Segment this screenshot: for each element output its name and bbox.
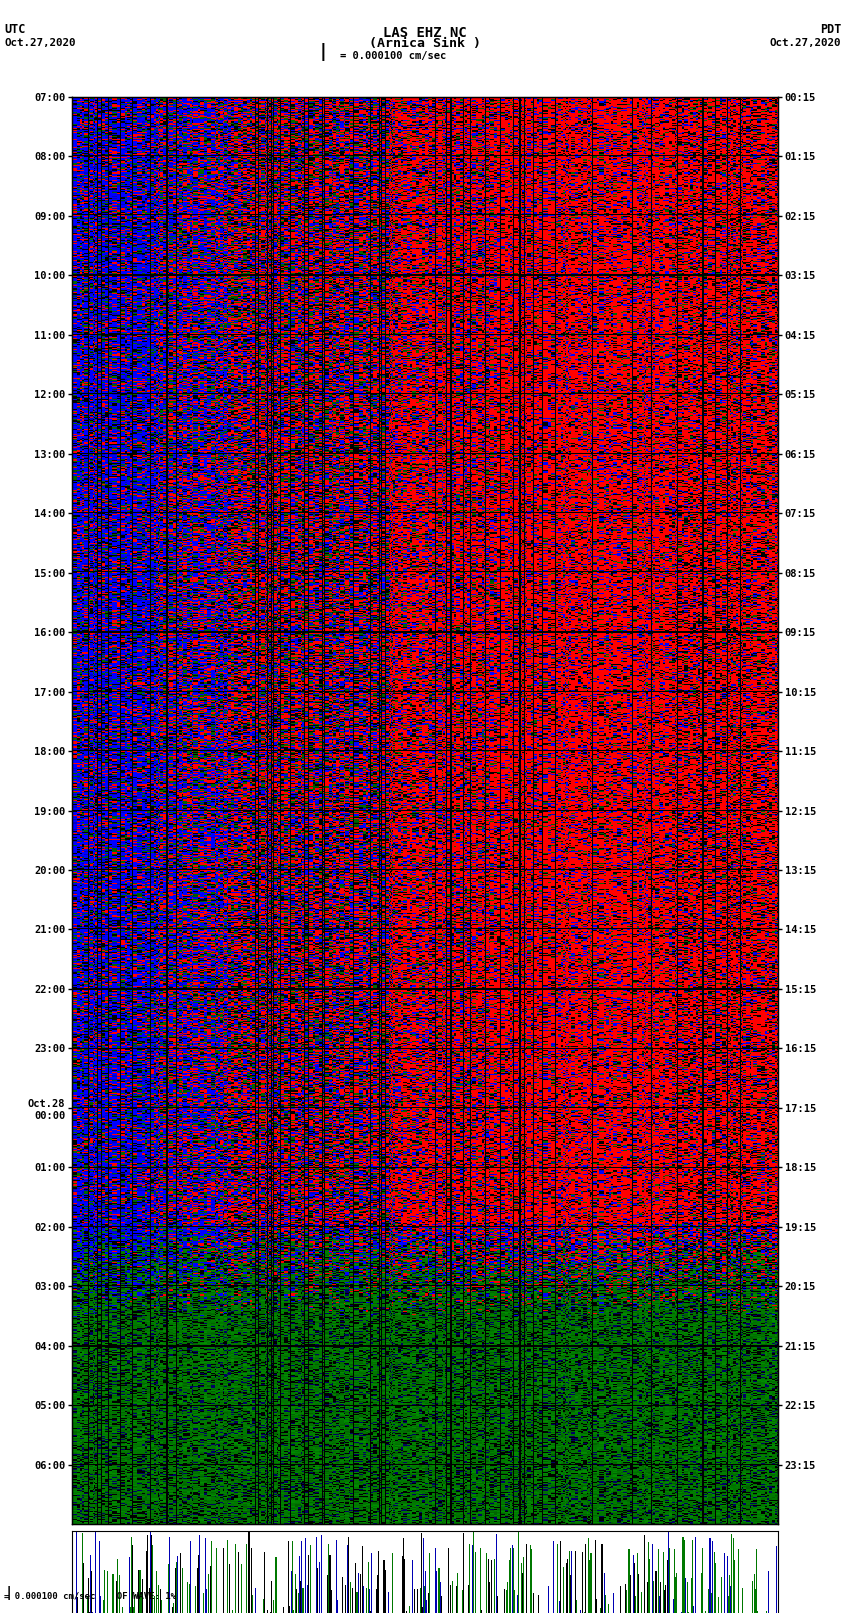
Text: UTC: UTC	[4, 23, 26, 37]
Text: |: |	[318, 44, 328, 61]
Text: Oct.27,2020: Oct.27,2020	[770, 39, 842, 48]
Text: = 0.000100 cm/sec    OF WAVE: 1%: = 0.000100 cm/sec OF WAVE: 1%	[4, 1590, 176, 1600]
Text: |: |	[4, 1586, 13, 1600]
Text: = 0.000100 cm/sec: = 0.000100 cm/sec	[340, 52, 446, 61]
Text: Oct.27,2020: Oct.27,2020	[4, 39, 76, 48]
Text: LAS EHZ NC: LAS EHZ NC	[383, 26, 467, 39]
Text: (Arnica Sink ): (Arnica Sink )	[369, 37, 481, 50]
Text: PDT: PDT	[820, 23, 842, 37]
